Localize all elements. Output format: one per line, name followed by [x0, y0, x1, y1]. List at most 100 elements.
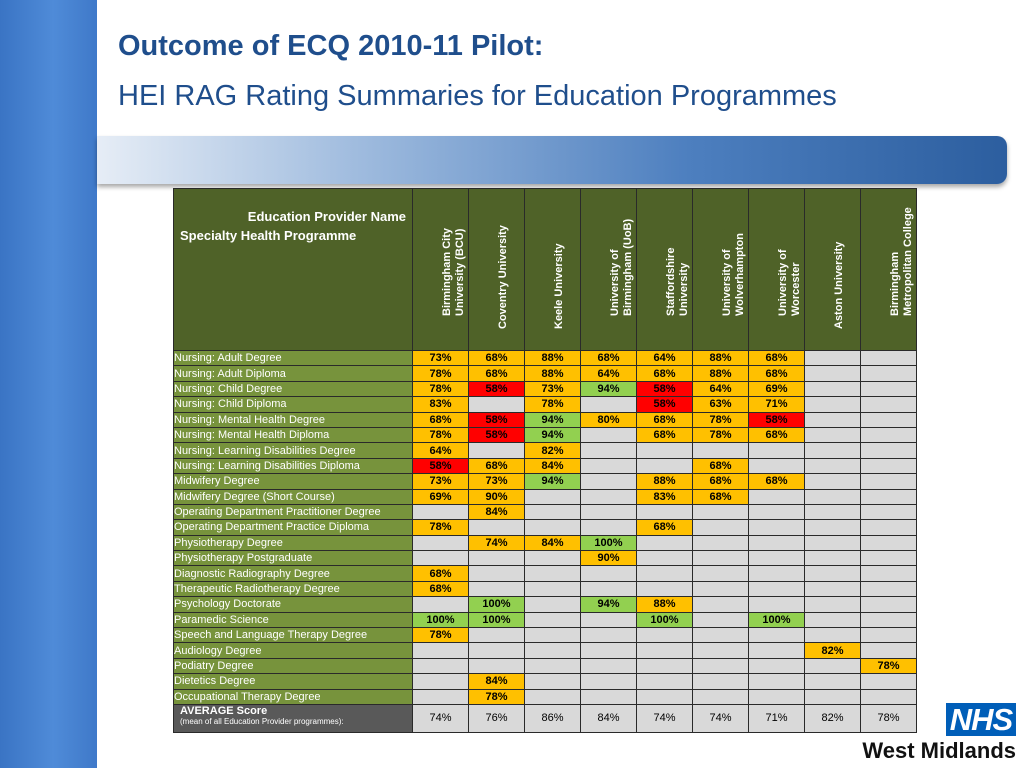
average-value: 78% [860, 703, 917, 733]
rating-cell [412, 688, 469, 705]
rating-cell [636, 550, 693, 567]
programme-label: Nursing: Learning Disabilities Diploma [173, 457, 413, 475]
rating-cell: 83% [412, 396, 469, 413]
rating-cell [580, 488, 637, 505]
rating-cell [860, 396, 917, 413]
rating-cell [804, 688, 861, 705]
rating-cell: 58% [468, 380, 525, 398]
rating-cell: 63% [692, 396, 749, 413]
rating-cell [468, 396, 525, 413]
rating-cell: 68% [692, 488, 749, 505]
rating-cell [804, 657, 861, 675]
table-row: Psychology Doctorate 100% 94% 88% [173, 596, 917, 613]
nhs-region-name: West Midlands [862, 738, 1016, 763]
rating-cell [804, 611, 861, 629]
rating-cell [692, 503, 749, 521]
column-header: Staffordshire University [636, 188, 693, 351]
column-header-label: Aston University [833, 242, 846, 329]
rating-cell: 94% [524, 411, 581, 428]
programme-label: Nursing: Learning Disabilities Degree [173, 442, 413, 459]
table-row: Physiotherapy Postgraduate 90% [173, 550, 917, 567]
programme-label: Paramedic Science [173, 611, 413, 629]
rating-cell: 78% [412, 627, 469, 644]
rating-cell: 68% [636, 426, 693, 444]
column-header-line: Worcester [789, 262, 802, 316]
rating-cell [748, 565, 805, 582]
rating-cell: 100% [748, 611, 805, 629]
rating-cell [804, 673, 861, 690]
column-header-line: Metropolitan College [901, 207, 914, 316]
rating-cell: 68% [748, 426, 805, 444]
rating-cell [804, 396, 861, 413]
slide-title: Outcome of ECQ 2010-11 Pilot: [118, 30, 544, 62]
table-corner-header: Education Provider Name Specialty Health… [173, 188, 413, 351]
rating-cell [748, 688, 805, 705]
column-header-label: Birmingham Metropolitan College [889, 207, 915, 316]
rating-cell: 100% [468, 611, 525, 629]
programme-label: Nursing: Adult Diploma [173, 365, 413, 382]
rating-cell [636, 642, 693, 659]
rating-cell [468, 580, 525, 598]
rating-cell [692, 627, 749, 644]
rating-cell [748, 627, 805, 644]
rating-cell: 64% [636, 349, 693, 367]
programme-label: Physiotherapy Degree [173, 534, 413, 552]
rating-cell [804, 411, 861, 428]
rating-cell [412, 503, 469, 521]
programme-label: Nursing: Mental Health Diploma [173, 426, 413, 444]
programme-label: Nursing: Child Degree [173, 380, 413, 398]
programme-label: Dietetics Degree [173, 673, 413, 690]
average-value: 74% [692, 703, 749, 733]
rating-cell [524, 611, 581, 629]
rating-cell [692, 673, 749, 690]
rating-cell [580, 473, 637, 490]
rating-cell [804, 627, 861, 644]
rating-cell [804, 596, 861, 613]
table-row: Audiology Degree 82% [173, 642, 917, 659]
rating-cell: 69% [748, 380, 805, 398]
column-header: Aston University [804, 188, 861, 351]
rating-cell [580, 396, 637, 413]
column-header-line: University of [776, 249, 789, 316]
rating-cell [804, 365, 861, 382]
rating-cell [804, 550, 861, 567]
rating-cell: 68% [636, 519, 693, 536]
rating-cell: 78% [468, 688, 525, 705]
rating-cell: 84% [524, 534, 581, 552]
rating-cell [692, 580, 749, 598]
rating-cell: 68% [748, 473, 805, 490]
table-row: Nursing: Child Degree 78% 58% 73% 94% 58% 64% 6… [173, 380, 917, 398]
programme-label: Diagnostic Radiography Degree [173, 565, 413, 582]
column-header-line: Staffordshire [664, 247, 677, 316]
column-header-line: University of [720, 249, 733, 316]
rating-cell: 58% [468, 426, 525, 444]
table-row: Nursing: Child Diploma 83% 78% 58% 63% 71% [173, 396, 917, 413]
table-row: Paramedic Science 100% 100% 100% 100% [173, 611, 917, 629]
rating-cell: 58% [412, 457, 469, 475]
rating-cell [804, 519, 861, 536]
rating-cell [804, 349, 861, 367]
column-header-line: Birmingham City [440, 227, 453, 316]
rating-cell [748, 503, 805, 521]
rating-cell [468, 627, 525, 644]
table-row: Operating Department Practitioner Degree… [173, 503, 917, 521]
rating-cell: 78% [860, 657, 917, 675]
programme-label: Nursing: Mental Health Degree [173, 411, 413, 428]
rating-cell: 68% [692, 473, 749, 490]
header-programme-label: Specialty Health Programme [180, 228, 357, 243]
rating-cell [412, 534, 469, 552]
column-header-label: Staffordshire University [665, 248, 691, 316]
programme-label: Podiatry Degree [173, 657, 413, 675]
rating-cell: 68% [412, 411, 469, 428]
rating-cell [524, 503, 581, 521]
rating-cell: 58% [468, 411, 525, 428]
rating-cell [860, 565, 917, 582]
rating-cell [692, 611, 749, 629]
rating-cell [636, 457, 693, 475]
rating-cell [636, 688, 693, 705]
programme-label: Midwifery Degree [173, 473, 413, 490]
rating-cell [804, 488, 861, 505]
rating-cell [860, 534, 917, 552]
rating-cell [748, 657, 805, 675]
rating-cell [580, 580, 637, 598]
